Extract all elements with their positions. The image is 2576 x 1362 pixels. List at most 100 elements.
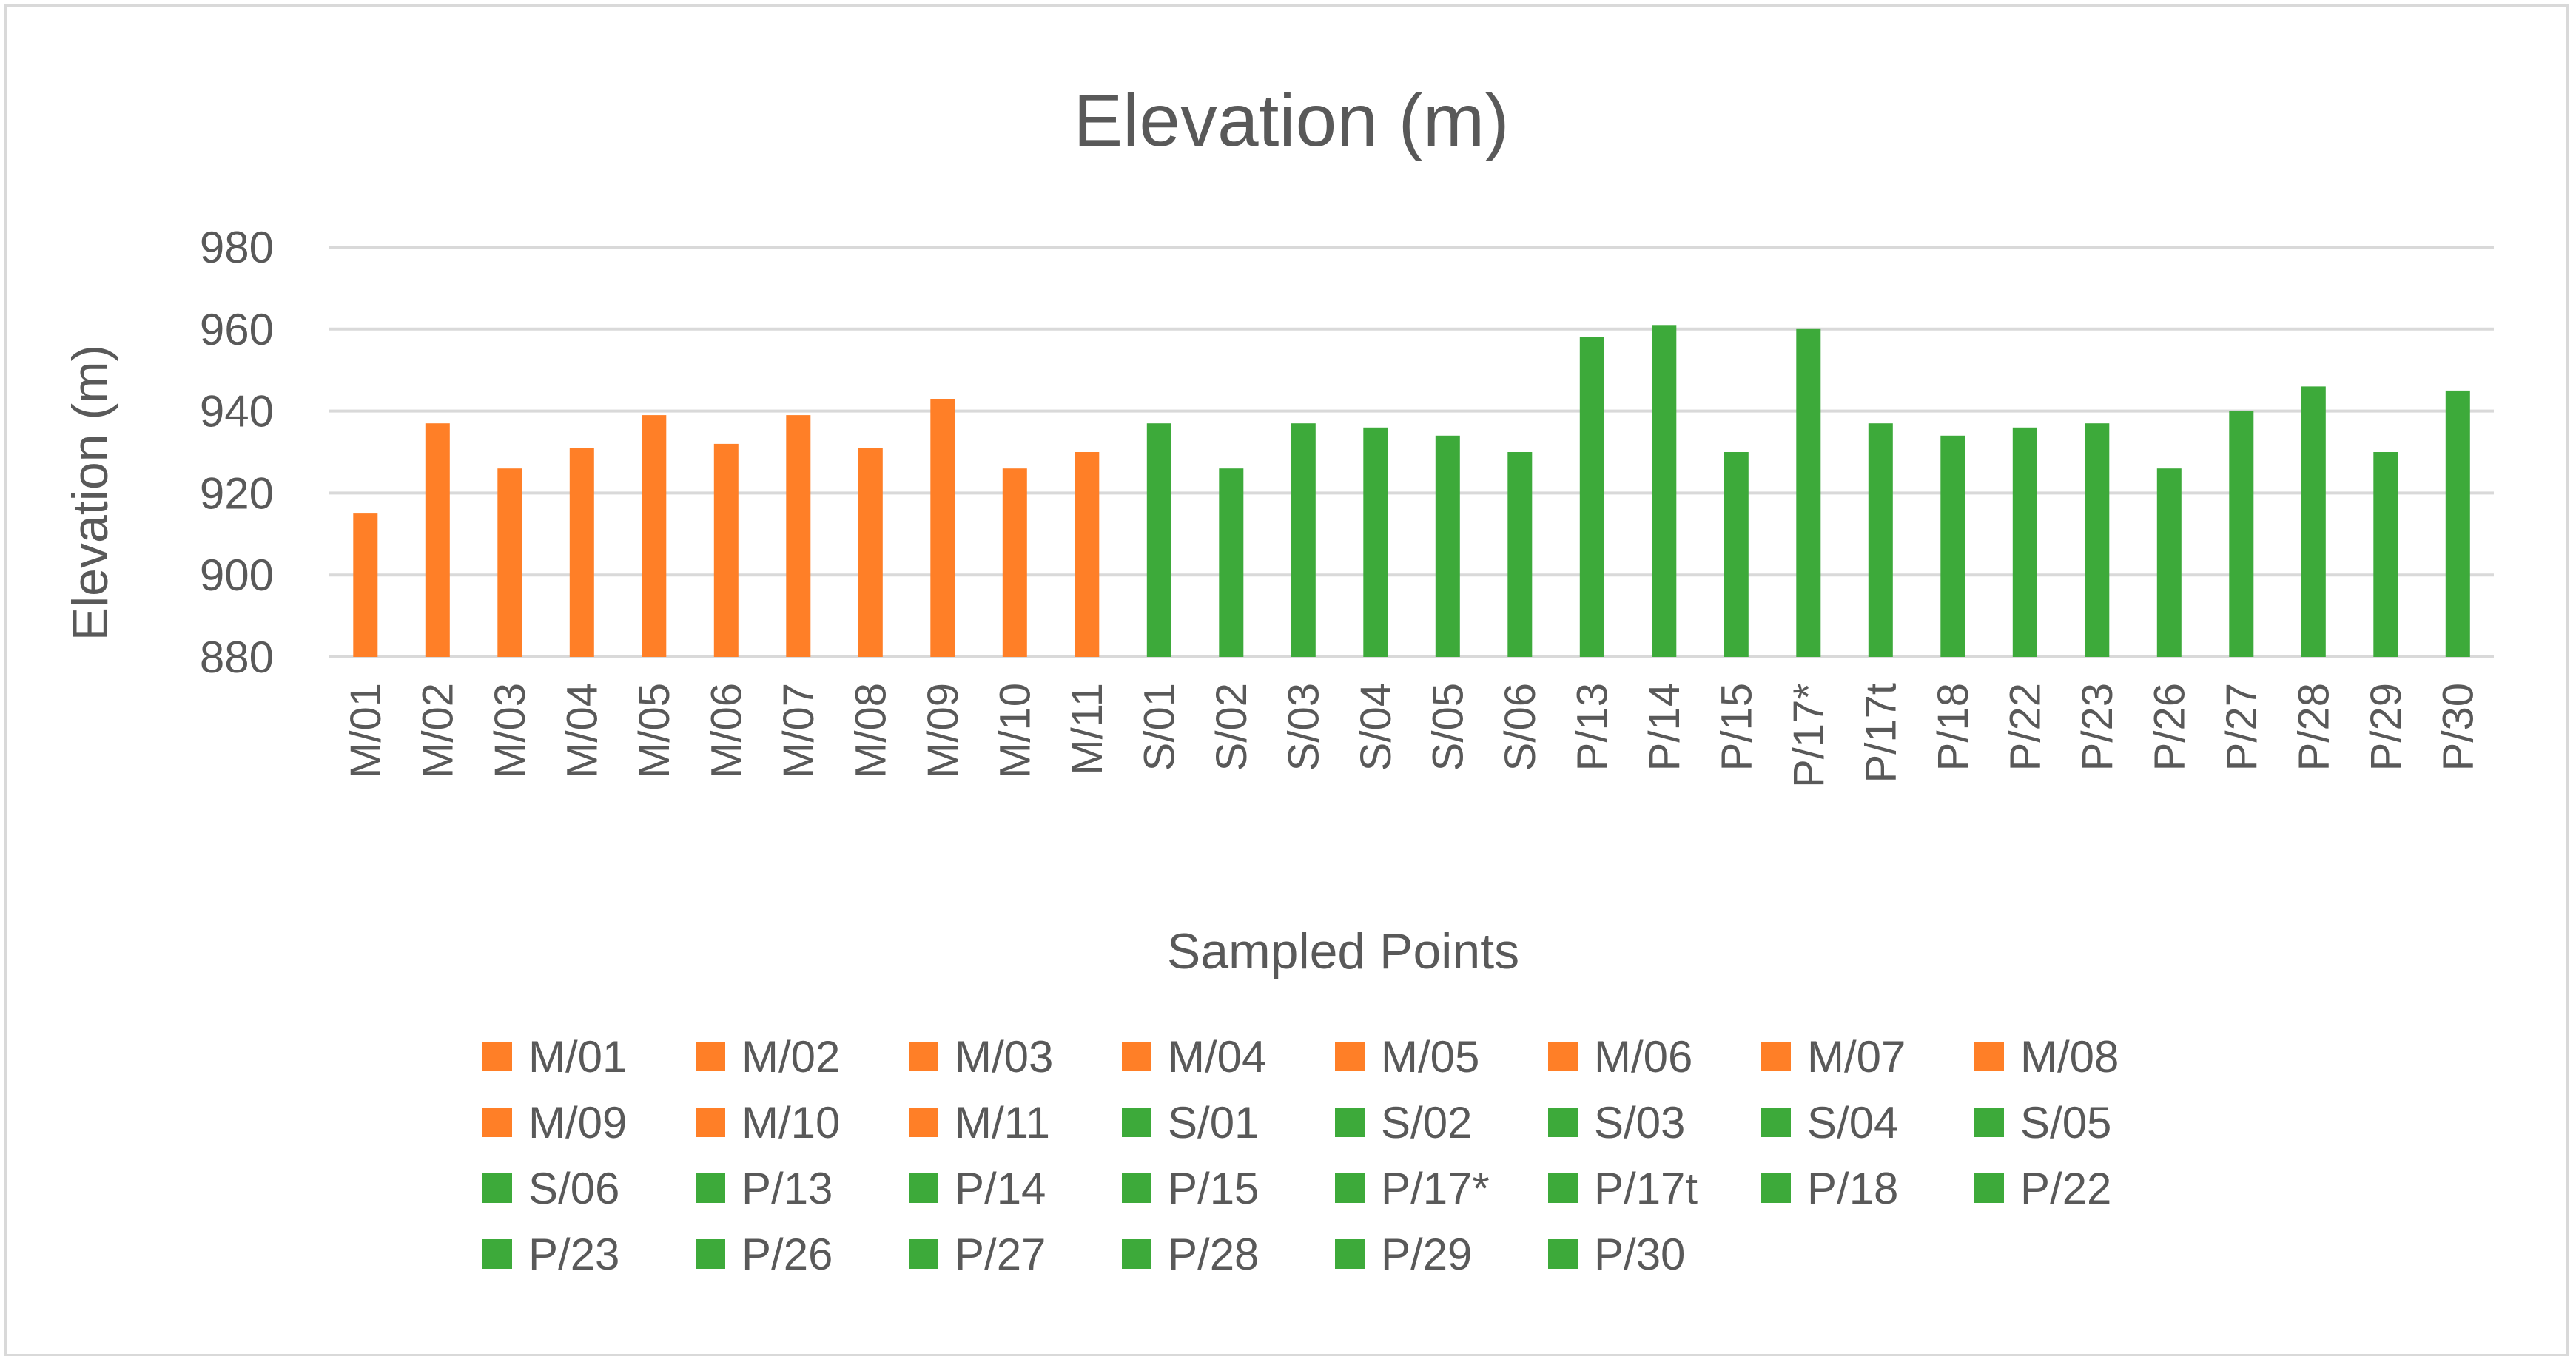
x-tick-label: M/06 xyxy=(702,683,750,778)
x-tick-label: S/06 xyxy=(1496,683,1544,771)
legend-item: S/04 xyxy=(1761,1098,1898,1147)
legend-item: M/10 xyxy=(696,1098,840,1147)
legend-swatch xyxy=(1335,1239,1365,1269)
x-tick-label: P/27 xyxy=(2218,683,2266,771)
legend-label: S/06 xyxy=(528,1164,619,1213)
bar-p30 xyxy=(2445,390,2470,657)
bar-m03 xyxy=(497,468,522,657)
x-tick-label: S/02 xyxy=(1208,683,1256,771)
x-tick-label: S/05 xyxy=(1424,683,1472,771)
y-tick-label: 920 xyxy=(200,468,274,518)
legend-swatch xyxy=(696,1108,725,1137)
bar-s01 xyxy=(1146,423,1171,657)
bar-p15 xyxy=(1724,452,1749,657)
legend-swatch xyxy=(1974,1042,2004,1071)
legend-label: P/23 xyxy=(528,1230,619,1279)
legend-item: M/01 xyxy=(482,1032,627,1082)
legend-swatch xyxy=(909,1173,938,1203)
legend-item: M/04 xyxy=(1122,1032,1266,1082)
legend-label: M/08 xyxy=(2020,1032,2119,1082)
legend-swatch xyxy=(1974,1173,2004,1203)
legend-item: P/28 xyxy=(1122,1230,1259,1279)
legend-swatch xyxy=(1761,1042,1791,1071)
x-tick-label: M/10 xyxy=(991,683,1039,778)
legend-swatch xyxy=(1122,1042,1151,1071)
y-tick-labels: 880 900 920 940 960 980 xyxy=(200,223,274,682)
legend-label: P/29 xyxy=(1381,1230,1472,1279)
legend-label: M/04 xyxy=(1168,1032,1266,1082)
legend-label: P/17* xyxy=(1381,1164,1490,1213)
bar-p26 xyxy=(2156,468,2182,657)
legend-label: M/05 xyxy=(1381,1032,1479,1082)
bar-m08 xyxy=(858,448,883,657)
legend-item: P/17* xyxy=(1335,1164,1490,1213)
y-axis-title: Elevation (m) xyxy=(62,345,118,641)
y-tick-label: 940 xyxy=(200,387,274,436)
x-tick-label: S/03 xyxy=(1279,683,1328,771)
legend-item: S/06 xyxy=(482,1164,619,1213)
y-tick-label: 960 xyxy=(200,305,274,354)
legend-item: M/03 xyxy=(909,1032,1053,1082)
legend-swatch xyxy=(482,1108,512,1137)
bar-p22 xyxy=(2012,427,2037,657)
legend-item: M/02 xyxy=(696,1032,840,1082)
legend-item: M/07 xyxy=(1761,1032,1906,1082)
legend-swatch xyxy=(482,1042,512,1071)
legend-item: M/05 xyxy=(1335,1032,1479,1082)
bar-m06 xyxy=(713,443,739,657)
bar-m05 xyxy=(642,415,667,657)
legend-label: S/04 xyxy=(1807,1098,1898,1147)
y-tick-label: 900 xyxy=(200,550,274,600)
bar-p18 xyxy=(1940,435,1965,657)
bar-p17t xyxy=(1868,423,1893,657)
bar-s06 xyxy=(1507,452,1533,657)
x-tick-label: P/29 xyxy=(2362,683,2410,771)
bar-p29 xyxy=(2373,452,2398,657)
legend-label: M/10 xyxy=(741,1098,840,1147)
legend-item: P/27 xyxy=(909,1230,1046,1279)
legend-item: M/09 xyxy=(482,1098,627,1147)
x-tick-label: P/18 xyxy=(1929,683,1977,771)
legend-swatch xyxy=(1122,1239,1151,1269)
legend-swatch xyxy=(1122,1173,1151,1203)
legend-label: M/01 xyxy=(528,1032,627,1082)
legend-swatch xyxy=(696,1239,725,1269)
legend-item: P/13 xyxy=(696,1164,833,1213)
legend-item: S/03 xyxy=(1548,1098,1685,1147)
bar-m09 xyxy=(930,399,955,657)
bar-m01 xyxy=(353,513,378,657)
legend-swatch xyxy=(1335,1108,1365,1137)
x-tick-label: M/05 xyxy=(630,683,679,778)
bar-m07 xyxy=(786,415,811,657)
legend-swatch xyxy=(1974,1108,2004,1137)
legend-swatch xyxy=(1761,1108,1791,1137)
legend: M/01 M/02 M/03 M/04 M/05 M/06 M/07 M/08 M/09 M/10… xyxy=(482,1032,2119,1279)
legend-swatch xyxy=(909,1108,938,1137)
x-tick-label: M/02 xyxy=(414,683,462,778)
legend-item: P/15 xyxy=(1122,1164,1259,1213)
legend-label: P/17t xyxy=(1594,1164,1698,1213)
x-tick-label: S/04 xyxy=(1352,683,1400,771)
gridlines xyxy=(329,246,2494,658)
legend-swatch xyxy=(1548,1173,1578,1203)
bar-s04 xyxy=(1363,427,1388,657)
legend-label: P/15 xyxy=(1168,1164,1259,1213)
legend-item: M/06 xyxy=(1548,1032,1692,1082)
x-axis-title: Sampled Points xyxy=(1167,923,1519,980)
legend-swatch xyxy=(1335,1173,1365,1203)
legend-label: M/09 xyxy=(528,1098,627,1147)
legend-label: M/02 xyxy=(741,1032,840,1082)
legend-item: M/11 xyxy=(909,1098,1050,1147)
x-tick-labels: M/01 M/02 M/03 M/04 M/05 M/06 M/07 M/08 M/09 M/10… xyxy=(342,683,2483,788)
x-tick-label: P/17* xyxy=(1785,683,1833,788)
legend-item: P/14 xyxy=(909,1164,1046,1213)
bars xyxy=(353,325,2470,657)
legend-label: S/02 xyxy=(1381,1098,1472,1147)
x-tick-label: M/04 xyxy=(558,683,606,778)
legend-label: S/01 xyxy=(1168,1098,1259,1147)
legend-label: M/03 xyxy=(955,1032,1053,1082)
legend-item: M/08 xyxy=(1974,1032,2119,1082)
legend-label: P/14 xyxy=(955,1164,1046,1213)
x-tick-label: P/28 xyxy=(2290,683,2338,771)
